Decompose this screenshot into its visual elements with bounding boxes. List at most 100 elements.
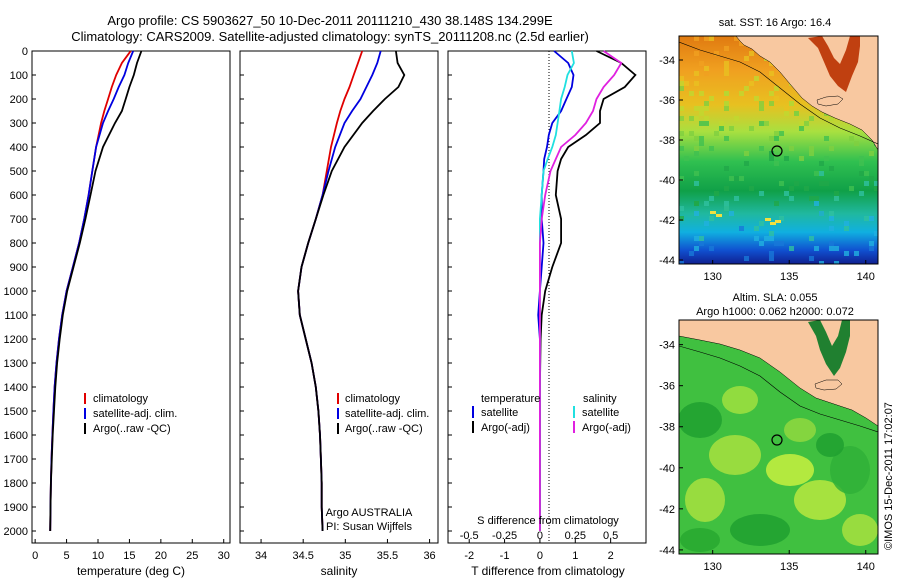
sla-latitude-axis: -34 -36 -38 -40 -42 -44 [659,340,683,557]
sst-pixel [829,116,834,121]
s-difference-tick-label: -0.25 [492,530,517,542]
sst-pixel [759,241,764,246]
sst-pixel [724,166,729,171]
sst-pixel [714,131,719,136]
sst-pixel [734,36,739,41]
sst-pixel [859,161,864,166]
sst-pixel [799,156,804,161]
sst-pixel [744,161,749,166]
sst-pixel [829,246,834,251]
sst-pixel [724,106,729,111]
sst-pixel [704,116,709,121]
sst-latitude-axis: -34 -36 -38 -40 -42 -44 [659,55,683,267]
sla-anomaly [830,446,870,494]
pi-annotation: PI: Susan Wijffels [326,521,412,533]
latitude-tick-label: -42 [659,215,675,227]
sst-pixel [694,36,699,41]
sst-pixel [729,126,734,131]
depth-tick-label: 1600 [4,430,28,442]
chart-title-line1: Argo profile: CS 5903627_50 10-Dec-2011 … [107,13,553,28]
temperature-tick-label: 20 [155,550,167,562]
sst-pixel [704,71,709,76]
sst-pixel [734,116,739,121]
temperature-line-2 [49,50,143,532]
sst-pixel [699,141,704,146]
sla-anomaly [842,514,878,546]
sst-warm-pixel [770,222,776,225]
s-difference-tick-label: -0.5 [460,530,479,542]
sst-pixel [779,181,784,186]
sst-pixel [769,151,774,156]
salinity-x-label: salinity [321,564,358,578]
sst-pixel [774,201,779,206]
sst-pixel [689,116,694,121]
float-program-annotation: Argo AUSTRALIA [326,507,413,519]
sst-map-title: sat. SST: 16 Argo: 16.4 [719,17,832,29]
sst-pixel [809,116,814,121]
sst-pixel [779,131,784,136]
sst-pixel [749,186,754,191]
depth-tick-label: 1500 [4,406,28,418]
sst-warm-pixel [775,220,781,223]
sla-anomaly [679,402,722,438]
temperature-tick-label: 30 [218,550,230,562]
sst-pixel [724,186,729,191]
sst-pixel [819,161,824,166]
sla-anomaly [766,454,814,486]
sst-pixel [679,86,684,91]
s-difference-label: S difference from climatology [477,515,619,527]
depth-tick-label: 1400 [4,382,28,394]
sst-pixel [869,241,874,246]
sst-pixel [789,246,794,251]
sst-pixel [679,116,684,121]
sst-pixel [694,51,699,56]
salinity-tick-label: 36 [423,550,435,562]
sst-pixel [829,226,834,231]
depth-tick-label: 1900 [4,502,28,514]
legend-label-argo: Argo(..raw -QC) [345,423,423,435]
depth-tick-label: 1700 [4,454,28,466]
legend-title-salinity: salinity [583,393,617,405]
sst-pixel [774,131,779,136]
sst-pixel [694,81,699,86]
sst-pixel [709,216,714,221]
sst-pixel [694,181,699,186]
sst-pixel [689,131,694,136]
s-difference-tick-label: 0 [537,530,543,542]
latitude-tick-label: -38 [659,422,675,434]
sst-pixel [679,206,684,211]
sst-pixel [769,156,774,161]
sst-pixel [699,241,704,246]
sst-pixel [809,151,814,156]
sst-pixel [719,126,724,131]
depth-tick-label: 1000 [4,286,28,298]
depth-tick-label: 1800 [4,478,28,490]
sla-anomaly [722,386,758,414]
sst-pixel [679,76,684,81]
sst-pixel [819,211,824,216]
shelf-contour [679,41,878,145]
sst-pixel [704,106,709,111]
sst-pixel [694,246,699,251]
sst-pixel [809,196,814,201]
sst-pixel [694,171,699,176]
sst-pixel [824,156,829,161]
temperature-x-label: temperature (deg C) [77,564,185,578]
sst-pixel [744,86,749,91]
sst-pixel [759,146,764,151]
sst-pixel [754,236,759,241]
sst-pixel [734,196,739,201]
latitude-tick-label: -36 [659,381,675,393]
sst-pixel [724,91,729,96]
sst-pixel [694,211,699,216]
sst-map-frame [678,35,879,265]
sst-pixel [699,91,704,96]
argo-float-marker [771,145,783,157]
t-difference-tick-label: -2 [464,550,474,562]
sst-pixel [709,146,714,151]
sst-pixel [754,76,759,81]
t-difference-tick-label: 1 [572,550,578,562]
legend-label-climatology: climatology [93,393,149,405]
legend-label-temp-argo: Argo(-adj) [481,422,530,434]
